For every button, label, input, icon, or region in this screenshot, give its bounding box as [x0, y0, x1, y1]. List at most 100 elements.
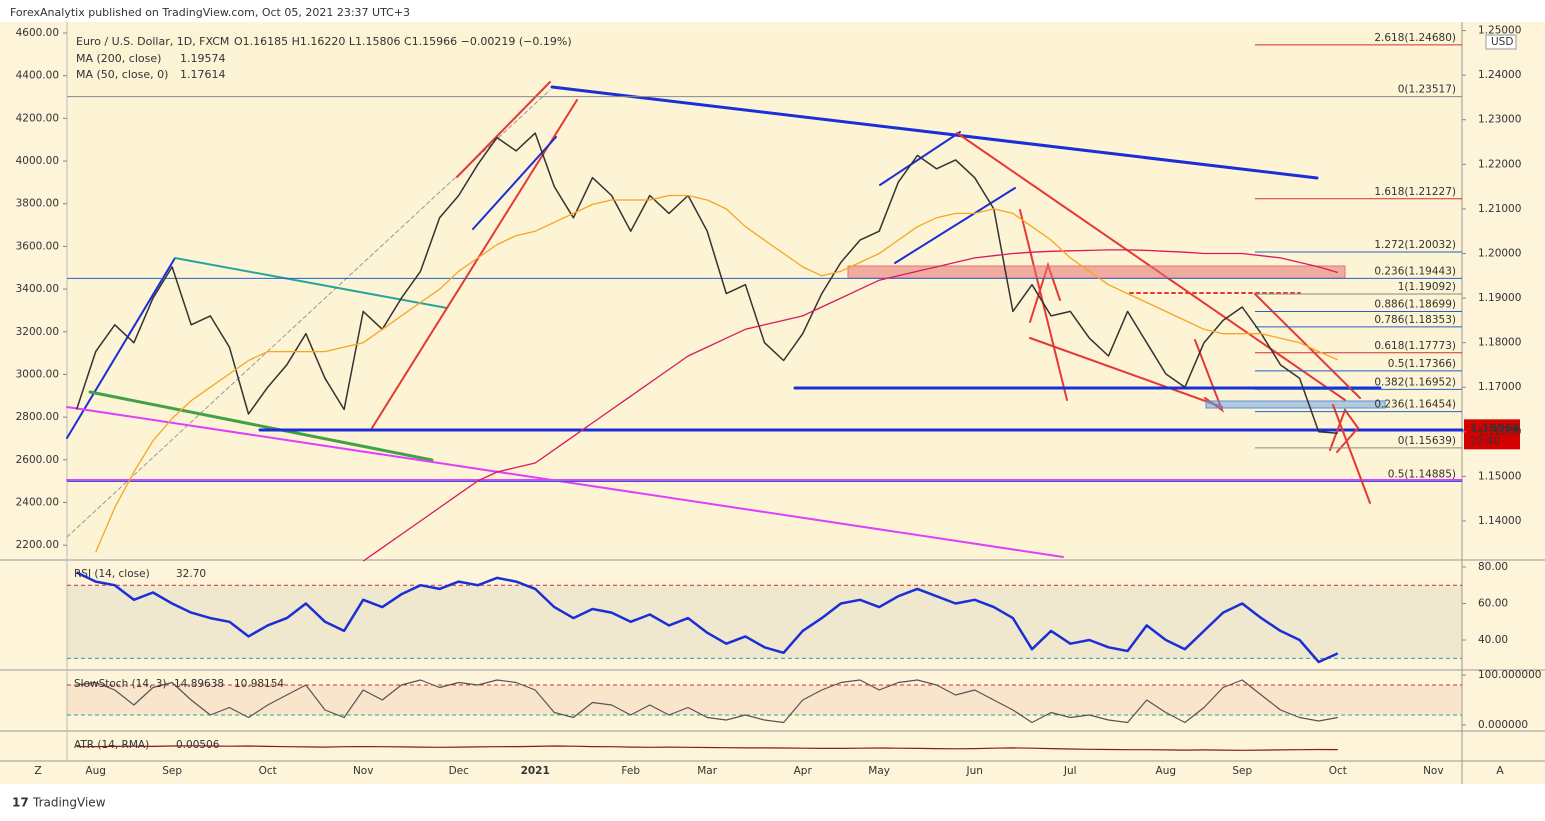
indicator-value: 10.98154: [234, 678, 284, 690]
right-tick-label: 1.25000: [1478, 25, 1521, 37]
trendline: [550, 85, 1319, 180]
right-tick-label: 1.20000: [1478, 247, 1521, 259]
ma-legend: MA (200, close): [76, 52, 161, 65]
indicator-band: [67, 685, 1462, 715]
zoom-button[interactable]: Z: [34, 764, 42, 777]
right-tick-label: 1.15000: [1478, 470, 1521, 482]
right-tick-label: 1.23000: [1478, 114, 1521, 126]
trendline: [88, 390, 434, 462]
trendline: [1029, 261, 1061, 323]
fib-label: 0.618(1.17773): [1374, 340, 1456, 352]
drawings: [66, 81, 1464, 558]
left-tick-label: 3600.00: [16, 240, 59, 252]
ma-legend-value: 1.19574: [180, 52, 226, 65]
left-tick-label: 4000.00: [16, 155, 59, 167]
trendline: [174, 257, 448, 309]
trendline: [1332, 404, 1371, 504]
trendline: [879, 131, 961, 186]
ma-legend-value: 1.17614: [180, 68, 226, 81]
right-tick-label: 1.19000: [1478, 292, 1521, 304]
fib-label: 0.786(1.18353): [1374, 314, 1456, 326]
left-tick-label: 2200.00: [16, 539, 59, 551]
countdown: 22:40: [1470, 435, 1500, 447]
symbol-name: Euro / U.S. Dollar, 1D, FXCM: [76, 35, 229, 48]
x-tick-label: Nov: [1423, 765, 1444, 777]
trendline: [1029, 337, 1223, 408]
fib-label: 0(1.15639): [1398, 435, 1456, 447]
x-tick-label: Oct: [1329, 765, 1347, 777]
left-tick-label: 2400.00: [16, 497, 59, 509]
x-tick-label: May: [868, 765, 890, 777]
indicator-value: 32.70: [176, 568, 206, 580]
right-tick-label: 1.17000: [1478, 381, 1521, 393]
right-tick-label: 1.16000: [1478, 426, 1521, 438]
x-tick-label: Jul: [1063, 765, 1077, 777]
published-note: ForexAnalytix published on TradingView.c…: [10, 6, 410, 19]
trendline: [456, 81, 551, 178]
indicator-line: [76, 679, 1338, 724]
indicator-title: RSI (14, close): [74, 568, 150, 580]
x-tick-label: Mar: [697, 765, 717, 777]
right-tick-label: 1.14000: [1478, 515, 1521, 527]
indicator-title: SlowStoch (14, 3): [74, 678, 166, 690]
fib-label: 1.272(1.20032): [1374, 239, 1456, 251]
fib-label: 0(1.23517): [1398, 84, 1456, 96]
fib-label: 1(1.19092): [1398, 281, 1456, 293]
fib-label: 0.886(1.18699): [1374, 298, 1456, 310]
ma-legend: MA (50, close, 0): [76, 68, 168, 81]
moving-average: [95, 194, 1339, 553]
left-tick-label: 3400.00: [16, 283, 59, 295]
right-tick-label: 1.22000: [1478, 158, 1521, 170]
x-tick-label: Sep: [162, 765, 182, 777]
indicator-line: [76, 571, 1339, 664]
left-tick-label: 2600.00: [16, 454, 59, 466]
x-tick-label: Aug: [1156, 765, 1177, 777]
indicator-line: [76, 745, 1338, 751]
footer-logo: 17: [12, 796, 29, 810]
left-tick-label: 4600.00: [16, 27, 59, 39]
fib-label: 0.236(1.19443): [1374, 265, 1456, 277]
right-tick-label: 100.000000: [1478, 669, 1541, 681]
right-tick-label: 40.00: [1478, 634, 1508, 646]
x-tick-label: Aug: [85, 765, 106, 777]
trendline: [1329, 407, 1360, 453]
left-tick-label: 3200.00: [16, 326, 59, 338]
trendline: [66, 257, 176, 439]
currency-box: [1485, 34, 1517, 50]
moving-average: [362, 249, 1338, 562]
fib-label: 0.236(1.16454): [1374, 399, 1456, 411]
footer-brand: TradingView: [32, 796, 106, 810]
right-tick-label: 1.24000: [1478, 69, 1521, 81]
price-tag-label: 1.15966: [1470, 421, 1520, 434]
x-tick-label: 2021: [521, 765, 550, 777]
fib-label: 1.618(1.21227): [1374, 186, 1456, 198]
currency: USD: [1491, 36, 1513, 48]
x-tick-label: Feb: [621, 765, 640, 777]
trendline: [894, 187, 1016, 264]
left-tick-label: 4400.00: [16, 70, 59, 82]
x-tick-label: Sep: [1232, 765, 1252, 777]
fib-label: 2.618(1.24680): [1374, 32, 1456, 44]
x-tick-label: Oct: [259, 765, 277, 777]
ohlc: O1.16185 H1.16220 L1.15806 C1.15966 −0.0…: [234, 35, 572, 48]
indicator-title: ATR (14, RMA): [74, 739, 149, 751]
right-tick-label: 1.18000: [1478, 337, 1521, 349]
x-tick-label: Jun: [966, 765, 983, 777]
left-tick-label: 2800.00: [16, 411, 59, 423]
fib-label: 0.5(1.17366): [1388, 358, 1456, 370]
fib-label: 0.382(1.16952): [1374, 376, 1456, 388]
price-line: [75, 132, 1338, 435]
left-tick-label: 3800.00: [16, 198, 59, 210]
left-tick-label: 3000.00: [16, 368, 59, 380]
trendline: [1019, 209, 1068, 401]
right-tick-label: 1.21000: [1478, 203, 1521, 215]
x-tick-label: Dec: [449, 765, 470, 777]
x-tick-label: Nov: [353, 765, 374, 777]
fib-label: 0.5(1.14885): [1388, 469, 1456, 481]
right-tick-label: 0.000000: [1478, 719, 1528, 731]
left-tick-label: 4200.00: [16, 112, 59, 124]
auto-button[interactable]: A: [1496, 764, 1504, 777]
right-tick-label: 80.00: [1478, 561, 1508, 573]
